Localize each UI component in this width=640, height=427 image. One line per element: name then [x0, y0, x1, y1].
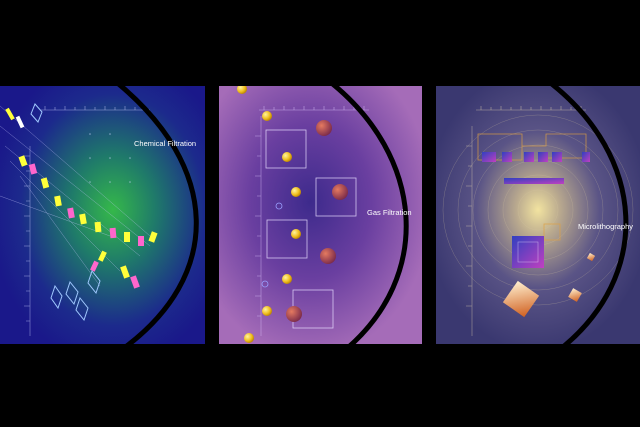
- lens-arc: [331, 86, 409, 344]
- microlithography-label: Microlithography: [578, 222, 634, 231]
- ruler-top: [259, 106, 369, 111]
- filter-fragment-icon: [5, 103, 158, 322]
- gas-filtration-illustration: [219, 86, 422, 344]
- ruler-left: [466, 126, 473, 336]
- gas-filtration-label: Gas Filtration: [367, 208, 412, 217]
- lens-arc: [116, 86, 199, 344]
- chip-block-icon: [482, 152, 596, 318]
- ruler-left: [255, 116, 262, 336]
- micro-background: [436, 86, 640, 344]
- grid-dots: [89, 133, 131, 183]
- panel-microlithography: Microlithography: [436, 86, 640, 344]
- microlithography-illustration: [436, 86, 640, 344]
- panel-chemical-filtration: Chemical Filtration: [0, 86, 205, 344]
- chemical-filtration-label: Chemical Filtration: [134, 139, 197, 148]
- chemical-filtration-illustration: [0, 86, 205, 344]
- ruler-top: [476, 106, 586, 111]
- mask-outline: [477, 133, 587, 241]
- particle-icon: [237, 86, 348, 343]
- panel-gas-filtration: Gas Filtration: [219, 86, 422, 344]
- lens-arc: [550, 86, 629, 344]
- ruler-left: [24, 146, 31, 336]
- chemical-background: [0, 86, 205, 344]
- square-frame-icon: [265, 129, 357, 329]
